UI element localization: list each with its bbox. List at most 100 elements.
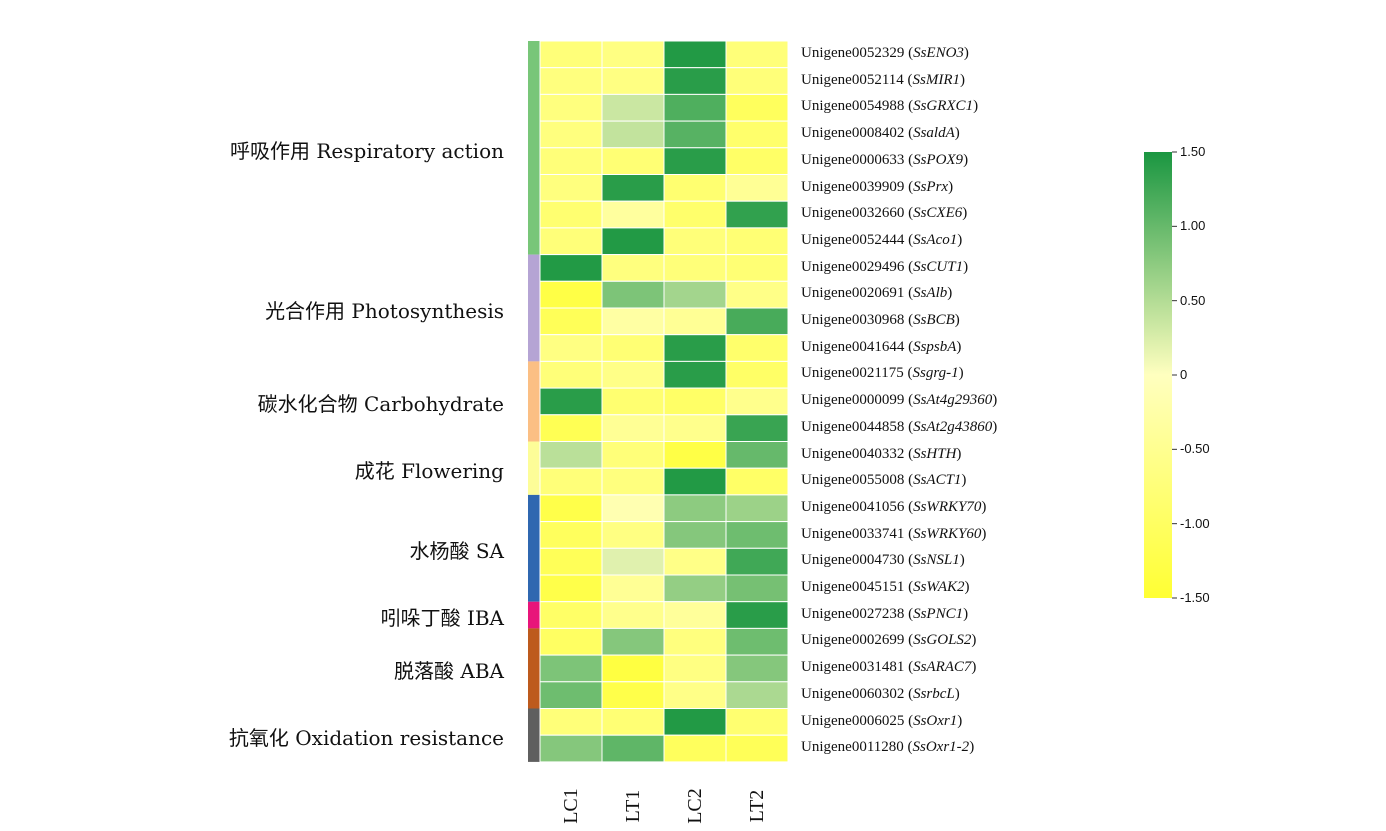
heatmap-cell-Unigene0052114-LC1 — [539, 67, 603, 95]
heatmap-cell-Unigene0060302-LT1 — [601, 681, 665, 709]
heatmap-cell-Unigene0021175-LT1 — [601, 360, 665, 389]
group-bar-4 — [528, 494, 540, 602]
row-label-Unigene0031481: Unigene0031481 (SsARAC7) — [801, 659, 977, 676]
heatmap-cell-Unigene0027238-LC1 — [539, 601, 603, 629]
row-label-Unigene0040332: Unigene0040332 (SsHTH) — [801, 445, 962, 462]
row-label-Unigene0008402: Unigene0008402 (SsaldA) — [801, 125, 960, 142]
heatmap-cell-Unigene0044858-LT1 — [601, 414, 665, 442]
heatmap-cell-Unigene0006025-LC1 — [539, 708, 603, 736]
row-label-Unigene0052114: Unigene0052114 (SsMIR1) — [801, 71, 966, 88]
heatmap-cell-Unigene0021175-LC1 — [539, 360, 603, 389]
row-label-Unigene0000633: Unigene0000633 (SsPOX9) — [801, 151, 969, 168]
heatmap-cell-Unigene0052329-LT1 — [601, 40, 665, 69]
row-label-Unigene0004730: Unigene0004730 (SsNSL1) — [801, 552, 965, 569]
heatmap-cell-Unigene0060302-LT2 — [725, 681, 789, 709]
heatmap-cell-Unigene0004730-LC2 — [663, 547, 727, 576]
heatmap-cell-Unigene0030968-LC1 — [539, 307, 603, 336]
heatmap-cell-Unigene0041644-LC1 — [539, 334, 603, 362]
group-bar-3 — [528, 441, 540, 495]
heatmap-cell-Unigene0031481-LC2 — [663, 654, 727, 683]
column-label-LT1: LT1 — [622, 789, 644, 823]
heatmap-cell-Unigene0054988-LC2 — [663, 93, 727, 122]
heatmap-cell-Unigene0031481-LC1 — [539, 654, 603, 683]
colorbar-tick-label-2: 0.50 — [1180, 292, 1206, 308]
heatmap-cell-Unigene0052444-LT1 — [601, 227, 665, 256]
heatmap-cell-Unigene0029496-LC1 — [539, 254, 603, 282]
heatmap-cell-Unigene0044858-LC1 — [539, 414, 603, 442]
heatmap-cell-Unigene0006025-LC2 — [663, 708, 727, 736]
colorbar-tick-label-1: 1.00 — [1180, 218, 1206, 234]
heatmap-cell-Unigene0055008-LT2 — [725, 467, 789, 496]
column-label-LC1: LC1 — [560, 788, 582, 824]
heatmap-cell-Unigene0052329-LT2 — [725, 40, 789, 69]
heatmap-cell-Unigene0052329-LC1 — [539, 40, 603, 69]
heatmap-cell-Unigene0000633-LT2 — [725, 147, 789, 176]
row-label-Unigene0052444: Unigene0052444 (SsAco1) — [801, 231, 963, 248]
heatmap-cell-Unigene0041644-LC2 — [663, 334, 727, 362]
heatmap-cell-Unigene0041056-LC1 — [539, 494, 603, 523]
heatmap-cell-Unigene0000099-LC1 — [539, 387, 603, 416]
row-label-Unigene0020691: Unigene0020691 (SsAlb) — [801, 285, 953, 302]
heatmap-cell-Unigene0052114-LT2 — [725, 67, 789, 95]
group-color-bars — [528, 41, 540, 762]
colorbar — [1144, 152, 1172, 598]
heatmap-cell-Unigene0032660-LT1 — [601, 200, 665, 229]
heatmap-cell-Unigene0020691-LT2 — [725, 280, 789, 309]
row-label-Unigene0021175: Unigene0021175 (Ssgrg-1) — [801, 365, 964, 382]
heatmap-cell-Unigene0052444-LC1 — [539, 227, 603, 256]
row-label-Unigene0044858: Unigene0044858 (SsAt2g43860) — [801, 418, 998, 435]
heatmap-cell-Unigene0004730-LT1 — [601, 547, 665, 576]
heatmap-cell-Unigene0002699-LT1 — [601, 627, 665, 656]
heatmap-cells — [539, 40, 789, 763]
heatmap-cell-Unigene0054988-LT2 — [725, 93, 789, 122]
group-bar-5 — [528, 601, 540, 629]
heatmap-cell-Unigene0044858-LC2 — [663, 414, 727, 442]
heatmap-cell-Unigene0021175-LC2 — [663, 360, 727, 389]
heatmap-cell-Unigene0055008-LC2 — [663, 467, 727, 496]
heatmap-cell-Unigene0020691-LC1 — [539, 280, 603, 309]
row-label-Unigene0041644: Unigene0041644 (SspsbA) — [801, 338, 962, 355]
column-label-LC2: LC2 — [684, 788, 706, 824]
heatmap-cell-Unigene0060302-LC2 — [663, 681, 727, 709]
row-label-Unigene0000099: Unigene0000099 (SsAt4g29360) — [801, 392, 998, 409]
heatmap-cell-Unigene0002699-LC1 — [539, 627, 603, 656]
heatmap-cell-Unigene0052329-LC2 — [663, 40, 727, 69]
heatmap-cell-Unigene0011280-LC1 — [539, 734, 603, 763]
row-label-Unigene0027238: Unigene0027238 (SsPNC1) — [801, 605, 969, 622]
heatmap-cell-Unigene0030968-LT1 — [601, 307, 665, 336]
heatmap-cell-Unigene0020691-LC2 — [663, 280, 727, 309]
heatmap-cell-Unigene0000633-LC1 — [539, 147, 603, 176]
heatmap-cell-Unigene0006025-LT2 — [725, 708, 789, 736]
heatmap-cell-Unigene0045151-LC1 — [539, 574, 603, 603]
row-label-Unigene0055008: Unigene0055008 (SsACT1) — [801, 472, 967, 489]
row-label-Unigene0060302: Unigene0060302 (SsrbcL) — [801, 685, 960, 702]
heatmap-cell-Unigene0040332-LT1 — [601, 441, 665, 469]
heatmap-cell-Unigene0040332-LT2 — [725, 441, 789, 469]
heatmap-cell-Unigene0045151-LC2 — [663, 574, 727, 603]
heatmap-cell-Unigene0004730-LT2 — [725, 547, 789, 576]
heatmap-cell-Unigene0029496-LC2 — [663, 254, 727, 282]
heatmap-cell-Unigene0039909-LT2 — [725, 174, 789, 202]
heatmap-cell-Unigene0000099-LT2 — [725, 387, 789, 416]
heatmap-cell-Unigene0027238-LC2 — [663, 601, 727, 629]
group-label-4: 水杨酸 SA — [409, 539, 504, 564]
heatmap-cell-Unigene0021175-LT2 — [725, 360, 789, 389]
heatmap-cell-Unigene0041056-LC2 — [663, 494, 727, 523]
heatmap-cell-Unigene0030968-LC2 — [663, 307, 727, 336]
group-label-1: 光合作用 Photosynthesis — [265, 299, 504, 323]
heatmap-cell-Unigene0006025-LT1 — [601, 708, 665, 736]
heatmap-cell-Unigene0041056-LT2 — [725, 494, 789, 523]
heatmap-cell-Unigene0031481-LT2 — [725, 654, 789, 683]
heatmap-cell-Unigene0033741-LC1 — [539, 521, 603, 549]
row-label-Unigene0052329: Unigene0052329 (SsENO3) — [801, 45, 969, 61]
heatmap-cell-Unigene0055008-LT1 — [601, 467, 665, 496]
heatmap-cell-Unigene0060302-LC1 — [539, 681, 603, 709]
heatmap-cell-Unigene0029496-LT2 — [725, 254, 789, 282]
heatmap-cell-Unigene0039909-LC1 — [539, 174, 603, 202]
row-label-Unigene0033741: Unigene0033741 (SsWRKY60) — [801, 525, 987, 542]
heatmap-cell-Unigene0039909-LC2 — [663, 174, 727, 202]
heatmap-cell-Unigene0011280-LC2 — [663, 734, 727, 763]
row-label-Unigene0030968: Unigene0030968 (SsBCB) — [801, 312, 960, 328]
heatmap-cell-Unigene0027238-LT1 — [601, 601, 665, 629]
